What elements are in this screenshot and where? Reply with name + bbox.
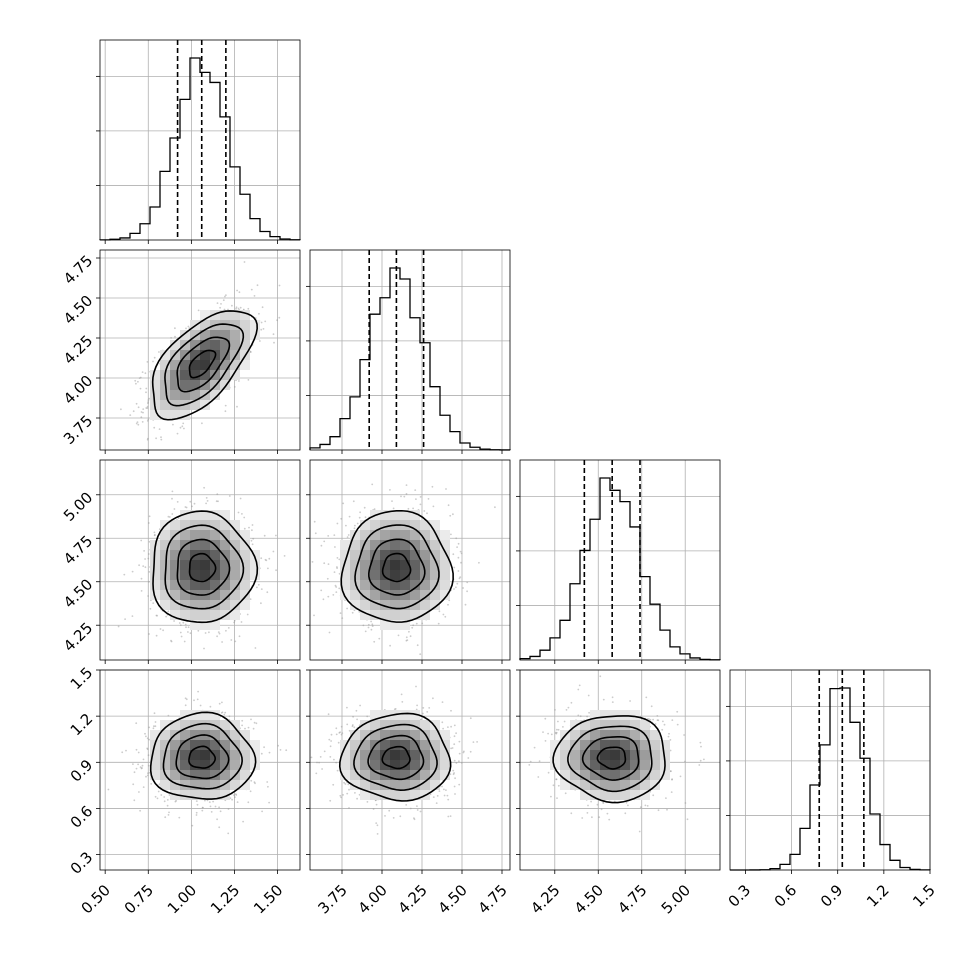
contour-line xyxy=(176,538,231,596)
contour-line xyxy=(368,538,426,596)
contour-line xyxy=(338,712,452,802)
y-tick-label: 4.75 xyxy=(60,252,96,288)
histogram-panel xyxy=(96,39,301,244)
y-tick-label: 4.50 xyxy=(60,292,96,328)
x-tick-label: 1.25 xyxy=(207,881,243,917)
y-tick-label: 0.6 xyxy=(67,802,97,832)
x-tick-label: 4.25 xyxy=(527,881,563,917)
density-panel xyxy=(96,249,301,454)
contour-line xyxy=(151,310,258,421)
density-panel xyxy=(306,669,511,874)
contour-line xyxy=(162,722,243,790)
contour-line xyxy=(188,552,217,583)
histogram-bars xyxy=(309,267,511,451)
x-tick-label: 0.75 xyxy=(121,881,157,917)
x-tick-label: 0.9 xyxy=(817,881,847,911)
y-tick-label: 1.2 xyxy=(67,710,97,740)
density-panel xyxy=(516,669,721,874)
x-tick-label: 4.50 xyxy=(571,881,607,917)
x-tick-label: 3.75 xyxy=(314,881,350,917)
density-panel xyxy=(306,459,511,664)
histogram-panel xyxy=(306,249,511,454)
contour-line xyxy=(381,745,411,770)
contour-line xyxy=(164,323,245,407)
x-tick-label: 1.50 xyxy=(250,881,286,917)
x-tick-label: 0.3 xyxy=(725,881,755,911)
x-tick-label: 4.00 xyxy=(354,881,390,917)
y-tick-label: 1.5 xyxy=(67,664,97,694)
contour-line xyxy=(354,524,440,610)
contour-line xyxy=(367,734,425,781)
x-tick-label: 4.25 xyxy=(394,881,430,917)
contour-line xyxy=(188,745,217,769)
y-tick-label: 4.50 xyxy=(60,575,96,611)
contour-line xyxy=(353,723,438,791)
contour-line xyxy=(188,349,217,379)
x-tick-label: 4.75 xyxy=(614,881,650,917)
histogram-bars xyxy=(99,57,301,241)
y-tick-label: 0.9 xyxy=(67,756,97,786)
contour-line xyxy=(164,524,245,610)
x-tick-label: 5.00 xyxy=(658,881,694,917)
y-tick-label: 5.00 xyxy=(60,488,96,524)
y-tick-label: 3.75 xyxy=(60,412,96,448)
x-tick-label: 1.5 xyxy=(909,881,939,911)
x-tick-label: 4.75 xyxy=(474,881,510,917)
contour-line xyxy=(567,725,653,793)
histogram-bars xyxy=(730,687,931,871)
x-tick-label: 1.00 xyxy=(164,881,200,917)
x-tick-label: 1.2 xyxy=(863,881,893,911)
contour-line xyxy=(175,734,230,780)
contour-line xyxy=(381,552,412,583)
x-tick-label: 4.50 xyxy=(434,881,470,917)
y-tick-label: 4.00 xyxy=(60,372,96,408)
contour-line xyxy=(340,509,454,623)
y-tick-label: 4.75 xyxy=(60,532,96,568)
histogram-panel xyxy=(726,669,931,874)
contour-line xyxy=(149,711,257,800)
x-tick-label: 0.50 xyxy=(78,881,114,917)
contour-line xyxy=(581,735,640,781)
histogram-bars xyxy=(519,477,721,661)
density-panel xyxy=(96,669,301,874)
contour-line xyxy=(176,336,231,393)
x-tick-label: 0.6 xyxy=(771,881,801,911)
y-tick-label: 4.25 xyxy=(60,619,96,655)
contour-line xyxy=(152,510,259,624)
contour-line xyxy=(596,746,627,770)
y-tick-label: 4.25 xyxy=(60,332,96,368)
histogram-panel xyxy=(516,459,721,664)
contour-line xyxy=(552,715,666,804)
y-tick-label: 0.3 xyxy=(67,848,97,878)
density-panel xyxy=(96,459,301,664)
